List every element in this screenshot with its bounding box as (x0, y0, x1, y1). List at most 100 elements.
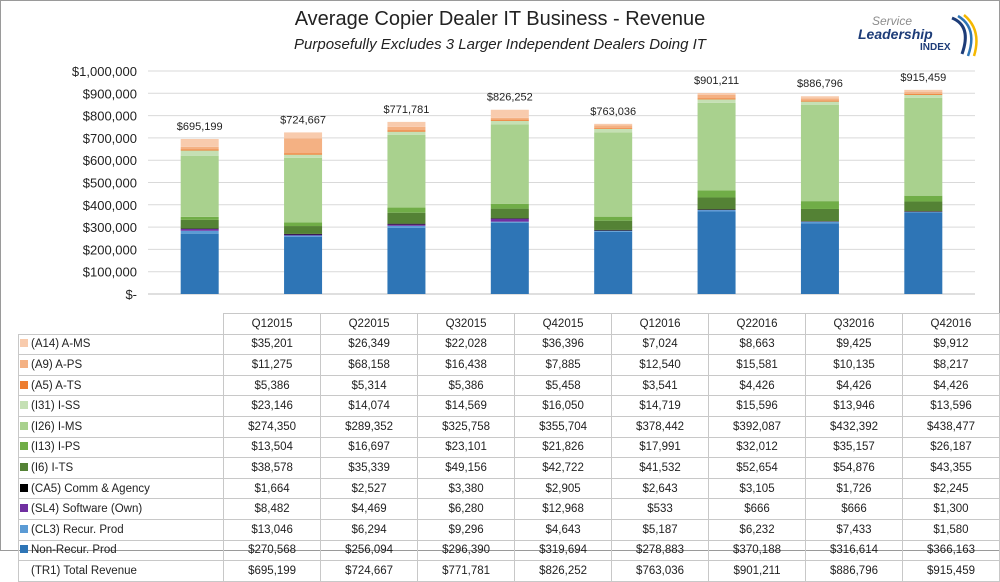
total-label: $695,199 (177, 121, 223, 133)
bar-segment (491, 223, 529, 294)
bar-segment (491, 209, 529, 219)
table-cell: $52,654 (709, 458, 806, 479)
table-cell: $68,158 (321, 355, 418, 376)
table-cell: $41,532 (612, 458, 709, 479)
y-tick-label: $- (125, 287, 137, 302)
bar-segment (801, 201, 839, 209)
bar-segment (904, 211, 942, 212)
bar-segment (284, 153, 322, 154)
bar-segment (284, 138, 322, 153)
bar-segment (284, 132, 322, 138)
bar-segment (904, 90, 942, 92)
table-cell: $15,596 (709, 396, 806, 417)
table-cell: $43,355 (903, 458, 1000, 479)
bar-segment (698, 99, 736, 102)
series-name: (I31) I-SS (31, 400, 80, 412)
table-row: (I31) I-SS$23,146$14,074$14,569$16,050$1… (19, 396, 1000, 417)
table-cell: $2,245 (903, 478, 1000, 499)
table-cell: $13,046 (224, 519, 321, 540)
bar-segment (904, 98, 942, 196)
table-cell: $5,458 (515, 375, 612, 396)
series-name: (I13) I-PS (31, 441, 80, 453)
table-cell: $666 (806, 499, 903, 520)
bar-segment (801, 98, 839, 100)
x-category-label: Q42016 (903, 314, 1000, 335)
table-cell: $432,392 (806, 416, 903, 437)
table-cell: $3,541 (612, 375, 709, 396)
table-cell: $256,094 (321, 540, 418, 561)
table-cell: $319,694 (515, 540, 612, 561)
x-category-label: Q12015 (224, 314, 321, 335)
bar-segment (181, 217, 219, 220)
bar-segment (387, 135, 425, 208)
table-cell: $14,074 (321, 396, 418, 417)
bar-segment (801, 105, 839, 201)
y-tick-label: $200,000 (83, 242, 137, 257)
table-cell: $38,578 (224, 458, 321, 479)
bar-segment (181, 220, 219, 229)
series-name: Non-Recur. Prod (31, 544, 117, 556)
table-cell: $4,469 (321, 499, 418, 520)
table-row: (A14) A-MS$35,201$26,349$22,028$36,396$7… (19, 334, 1000, 355)
table-cell: $22,028 (418, 334, 515, 355)
table-cell: $11,275 (224, 355, 321, 376)
table-row: (I6) I-TS$38,578$35,339$49,156$42,722$41… (19, 458, 1000, 479)
bar-segment (801, 223, 839, 294)
bar-segment (698, 210, 736, 211)
table-cell: $5,187 (612, 519, 709, 540)
bar-segment (284, 158, 322, 223)
table-cell: $8,217 (903, 355, 1000, 376)
table-cell: $2,527 (321, 478, 418, 499)
bar-segment (387, 132, 425, 135)
bar-segment (284, 234, 322, 235)
x-category-label: Q32015 (418, 314, 515, 335)
x-category-label: Q12016 (612, 314, 709, 335)
bar-segment (594, 232, 632, 294)
table-cell: $771,781 (418, 561, 515, 582)
table-cell: $13,596 (903, 396, 1000, 417)
table-cell: $7,433 (806, 519, 903, 540)
table-cell: $355,704 (515, 416, 612, 437)
y-tick-label: $300,000 (83, 220, 137, 235)
legend-key (20, 525, 28, 533)
bar-segment (594, 129, 632, 132)
table-cell: $438,477 (903, 416, 1000, 437)
bar-segment (181, 149, 219, 150)
bar-segment (491, 219, 529, 222)
table-cell: $42,722 (515, 458, 612, 479)
x-category-label: Q22016 (709, 314, 806, 335)
table-cell: $325,758 (418, 416, 515, 437)
table-cell: $5,314 (321, 375, 418, 396)
table-cell: $366,163 (903, 540, 1000, 561)
table-cell: $6,294 (321, 519, 418, 540)
series-label: (A14) A-MS (19, 334, 224, 355)
table-cell: $915,459 (903, 561, 1000, 582)
bar-segment (284, 237, 322, 294)
series-label: (CA5) Comm & Agency (19, 478, 224, 499)
table-cell: $7,885 (515, 355, 612, 376)
table-cell: $289,352 (321, 416, 418, 437)
bar-segment (594, 124, 632, 126)
bar-segment (594, 221, 632, 230)
bar-segment (594, 230, 632, 231)
bar-segment (387, 228, 425, 294)
table-row: (SL4) Software (Own)$8,482$4,469$6,280$1… (19, 499, 1000, 520)
bar-segment (594, 231, 632, 232)
total-label: $724,667 (280, 114, 326, 126)
y-tick-label: $1,000,000 (72, 64, 137, 79)
table-cell: $13,946 (806, 396, 903, 417)
table-cell: $35,339 (321, 458, 418, 479)
bar-segment (284, 234, 322, 235)
series-label: (TR1) Total Revenue (19, 561, 224, 582)
series-name: (A5) A-TS (31, 380, 81, 392)
table-cell: $35,201 (224, 334, 321, 355)
table-cell: $16,697 (321, 437, 418, 458)
legend-key (20, 566, 28, 574)
series-name: (I6) I-TS (31, 462, 73, 474)
table-cell: $695,199 (224, 561, 321, 582)
table-cell: $16,050 (515, 396, 612, 417)
bar-segment (904, 202, 942, 212)
table-cell: $14,719 (612, 396, 709, 417)
